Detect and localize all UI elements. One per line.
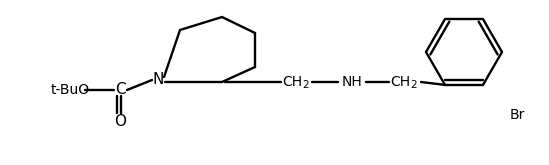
Text: 2: 2 [302,80,309,90]
Text: t-BuO: t-BuO [51,83,89,97]
Text: O: O [114,114,126,129]
Text: N: N [152,72,164,87]
Text: 2: 2 [411,80,417,90]
Text: NH: NH [341,75,362,89]
Text: Br: Br [510,108,525,122]
Text: CH: CH [282,75,302,89]
Text: C: C [115,82,125,98]
Text: CH: CH [390,75,410,89]
